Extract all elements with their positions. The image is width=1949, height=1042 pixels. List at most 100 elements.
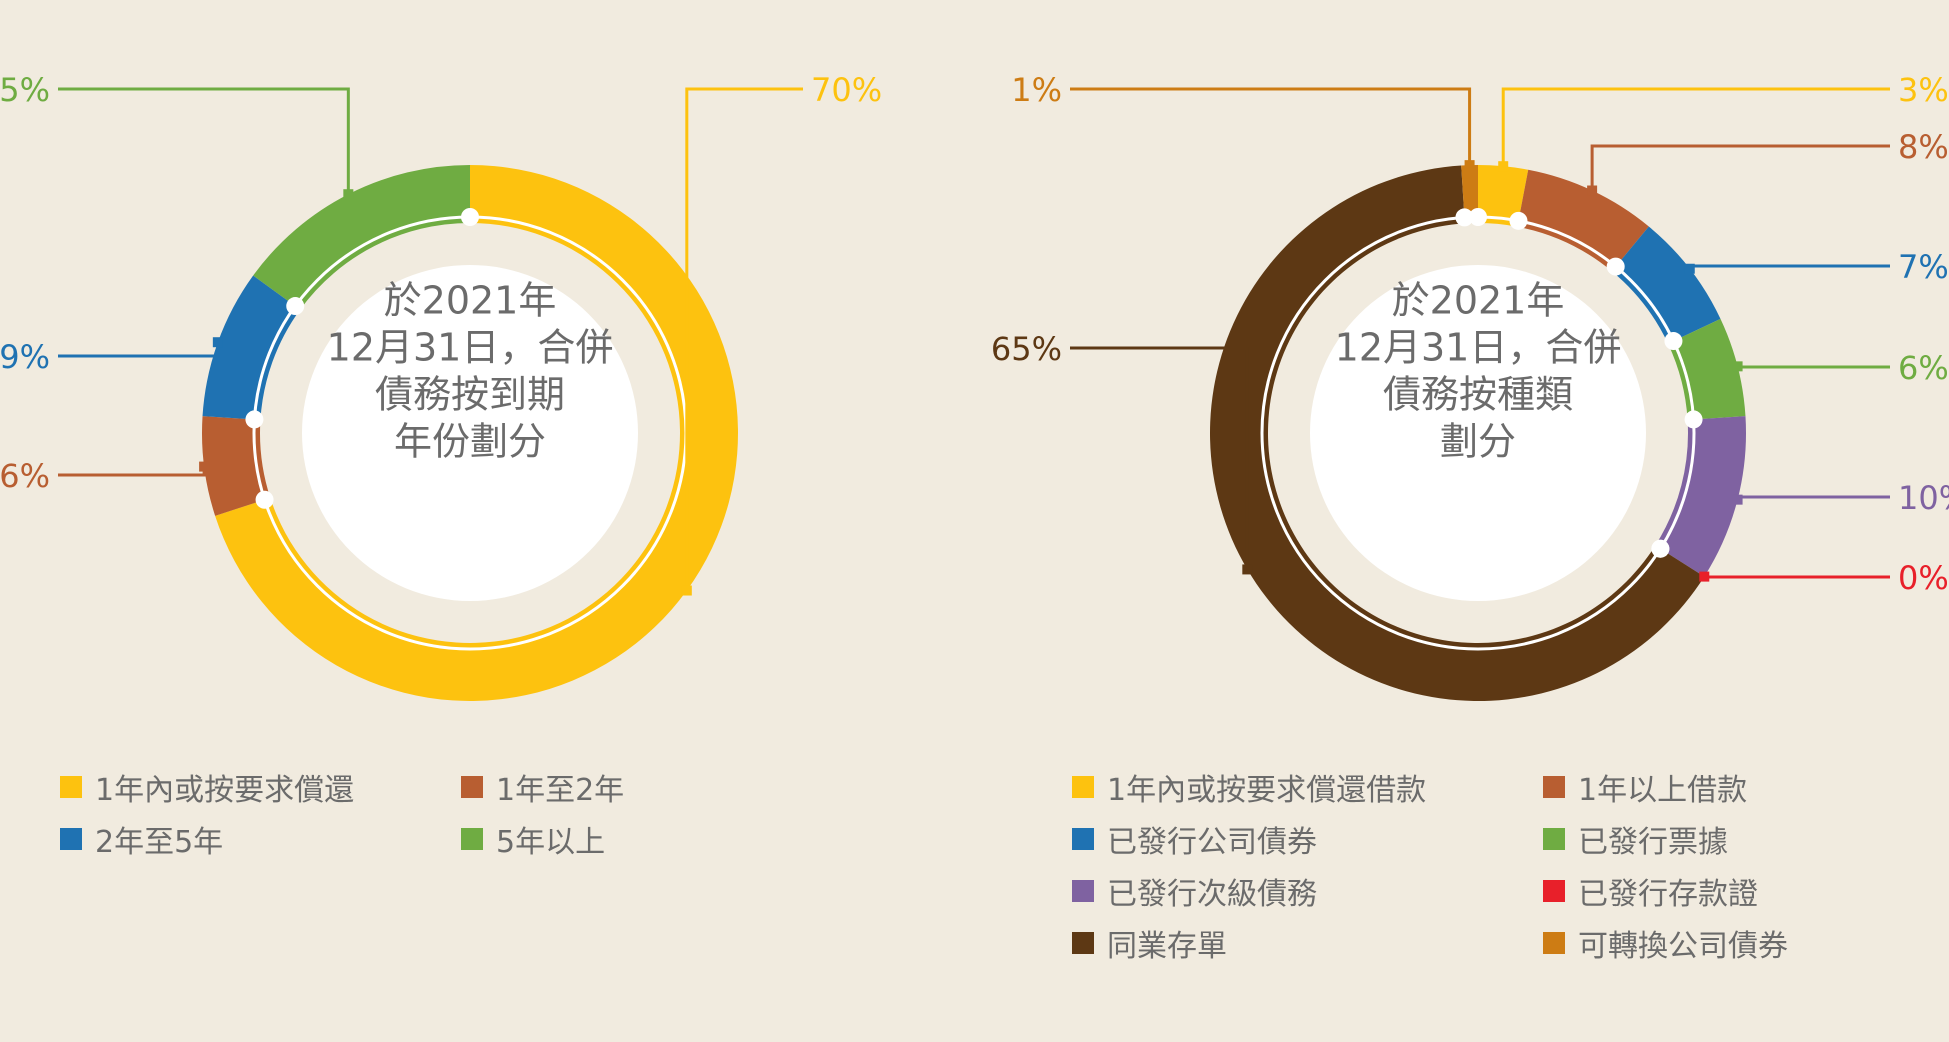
legend-swatch xyxy=(1072,776,1094,798)
legend-swatch xyxy=(1543,828,1565,850)
boundary-dot-2 xyxy=(1664,332,1683,351)
donut-slice-2 xyxy=(202,275,301,420)
legend-item-subordinated-debt: 已發行次級債務 xyxy=(1072,869,1317,913)
leader-line-1 xyxy=(58,466,206,477)
leader-tick-6 xyxy=(1242,564,1253,575)
legend-swatch xyxy=(1543,776,1565,798)
donut-slice-1 xyxy=(1517,169,1649,272)
legend-item-over-5-years: 5年以上 xyxy=(461,817,605,861)
legend-item-convertible-bonds: 可轉換公司債券 xyxy=(1543,921,1788,965)
data-label-4: 10% xyxy=(1898,479,1949,517)
legend-label: 2年至5年 xyxy=(95,825,224,860)
center-disc xyxy=(1310,265,1646,601)
donut-slice-2 xyxy=(1611,226,1721,344)
legend-swatch xyxy=(1543,880,1565,902)
data-label-5: 0% xyxy=(1898,559,1949,597)
leader-tick-3 xyxy=(343,189,354,200)
center-title-line: 12月31日，合併 xyxy=(327,326,614,370)
center-disc xyxy=(302,265,638,601)
leader-line-0 xyxy=(1501,87,1890,167)
boundary-dot-0 xyxy=(1509,211,1528,230)
center-title-line: 於2021年 xyxy=(384,279,557,323)
legend-swatch xyxy=(1072,932,1094,954)
leader-line-0 xyxy=(685,87,803,591)
legend-item-notes: 已發行票據 xyxy=(1543,817,1728,861)
legend-swatch xyxy=(60,776,82,798)
data-label-2: 9% xyxy=(0,338,50,376)
legend-item-corporate-bonds: 已發行公司債券 xyxy=(1072,817,1317,861)
legend-swatch xyxy=(461,776,483,798)
legend-label: 同業存單 xyxy=(1107,929,1227,964)
center-title-line: 於2021年 xyxy=(1392,279,1565,323)
legend-label: 1年以上借款 xyxy=(1578,773,1748,808)
data-label-0: 3% xyxy=(1898,71,1949,109)
boundary-dot-3 xyxy=(461,208,479,226)
legend-item-long-term-loans: 1年以上借款 xyxy=(1543,765,1747,809)
boundary-dot-2 xyxy=(286,297,305,316)
legend-label: 1年至2年 xyxy=(496,773,625,808)
legend-swatch xyxy=(1072,880,1094,902)
donut-slice-0 xyxy=(1478,165,1529,227)
leader-tick-0 xyxy=(1498,161,1509,172)
center-title-line: 債務按種類 xyxy=(1383,373,1573,417)
donut-slice-4 xyxy=(1655,416,1746,577)
legend-item-2-to-5-years: 2年至5年 xyxy=(60,817,223,861)
legend-label: 已發行公司債券 xyxy=(1107,825,1317,860)
donut-slice-3 xyxy=(253,165,470,310)
legend-label: 1年內或按要求償還 xyxy=(95,773,355,808)
data-label-6: 65% xyxy=(991,330,1062,368)
center-title-line: 年份劃分 xyxy=(394,420,546,464)
leader-line-4 xyxy=(1736,495,1890,500)
leader-line-3 xyxy=(58,87,350,195)
boundary-dot-1 xyxy=(245,410,264,429)
data-label-0: 70% xyxy=(811,71,882,109)
leader-tick-1 xyxy=(1587,185,1598,196)
legend-label: 5年以上 xyxy=(496,825,606,860)
data-label-7: 1% xyxy=(1011,71,1062,109)
leader-line-7 xyxy=(1070,87,1472,166)
legend-item-certificates-of-deposit: 已發行存款證 xyxy=(1543,869,1758,913)
legend-item-interbank-cds: 同業存單 xyxy=(1072,921,1227,965)
data-label-1: 8% xyxy=(1898,128,1949,166)
boundary-dot-1 xyxy=(1606,257,1625,276)
legend-item-1-to-2-years: 1年至2年 xyxy=(461,765,624,809)
legend-label: 可轉換公司債券 xyxy=(1578,929,1788,964)
leader-tick-0 xyxy=(681,585,692,596)
data-label-3: 15% xyxy=(0,71,50,109)
leader-tick-4 xyxy=(1732,494,1743,505)
legend-label: 已發行存款證 xyxy=(1578,877,1758,912)
data-label-1: 6% xyxy=(0,457,50,495)
legend-swatch xyxy=(461,828,483,850)
legend-item-within-1-year: 1年內或按要求償還 xyxy=(60,765,354,809)
leader-line-1 xyxy=(1590,144,1890,191)
legend-swatch xyxy=(60,828,82,850)
leader-tick-2 xyxy=(212,337,223,348)
legend-label: 1年內或按要求償還借款 xyxy=(1107,773,1427,808)
data-label-3: 6% xyxy=(1898,349,1949,387)
boundary-dot-3 xyxy=(1684,410,1703,429)
leader-tick-7 xyxy=(1464,160,1475,171)
boundary-dot-5 xyxy=(1651,539,1670,558)
legend-label: 已發行次級債務 xyxy=(1107,877,1317,912)
leader-line-2 xyxy=(1688,264,1890,269)
leader-tick-2 xyxy=(1684,263,1695,274)
boundary-dot-6 xyxy=(1455,208,1474,227)
legend-swatch xyxy=(1072,828,1094,850)
center-title-line: 劃分 xyxy=(1440,420,1516,464)
leader-line-2 xyxy=(58,342,220,358)
leader-line-6 xyxy=(1070,346,1249,570)
legend-label: 已發行票據 xyxy=(1578,825,1728,860)
center-title-line: 債務按到期 xyxy=(375,373,565,417)
leader-line-3 xyxy=(1736,365,1890,369)
legend-swatch xyxy=(1543,932,1565,954)
legend-item-short-term-loans: 1年內或按要求償還借款 xyxy=(1072,765,1426,809)
boundary-dot-0 xyxy=(255,490,274,509)
center-title-line: 12月31日，合併 xyxy=(1335,326,1622,370)
donut-slice-3 xyxy=(1668,318,1746,420)
leader-tick-3 xyxy=(1732,361,1743,372)
boundary-dot-7 xyxy=(1469,208,1487,226)
leader-tick-5 xyxy=(1699,571,1710,582)
data-label-2: 7% xyxy=(1898,248,1949,286)
leader-tick-1 xyxy=(199,461,210,472)
